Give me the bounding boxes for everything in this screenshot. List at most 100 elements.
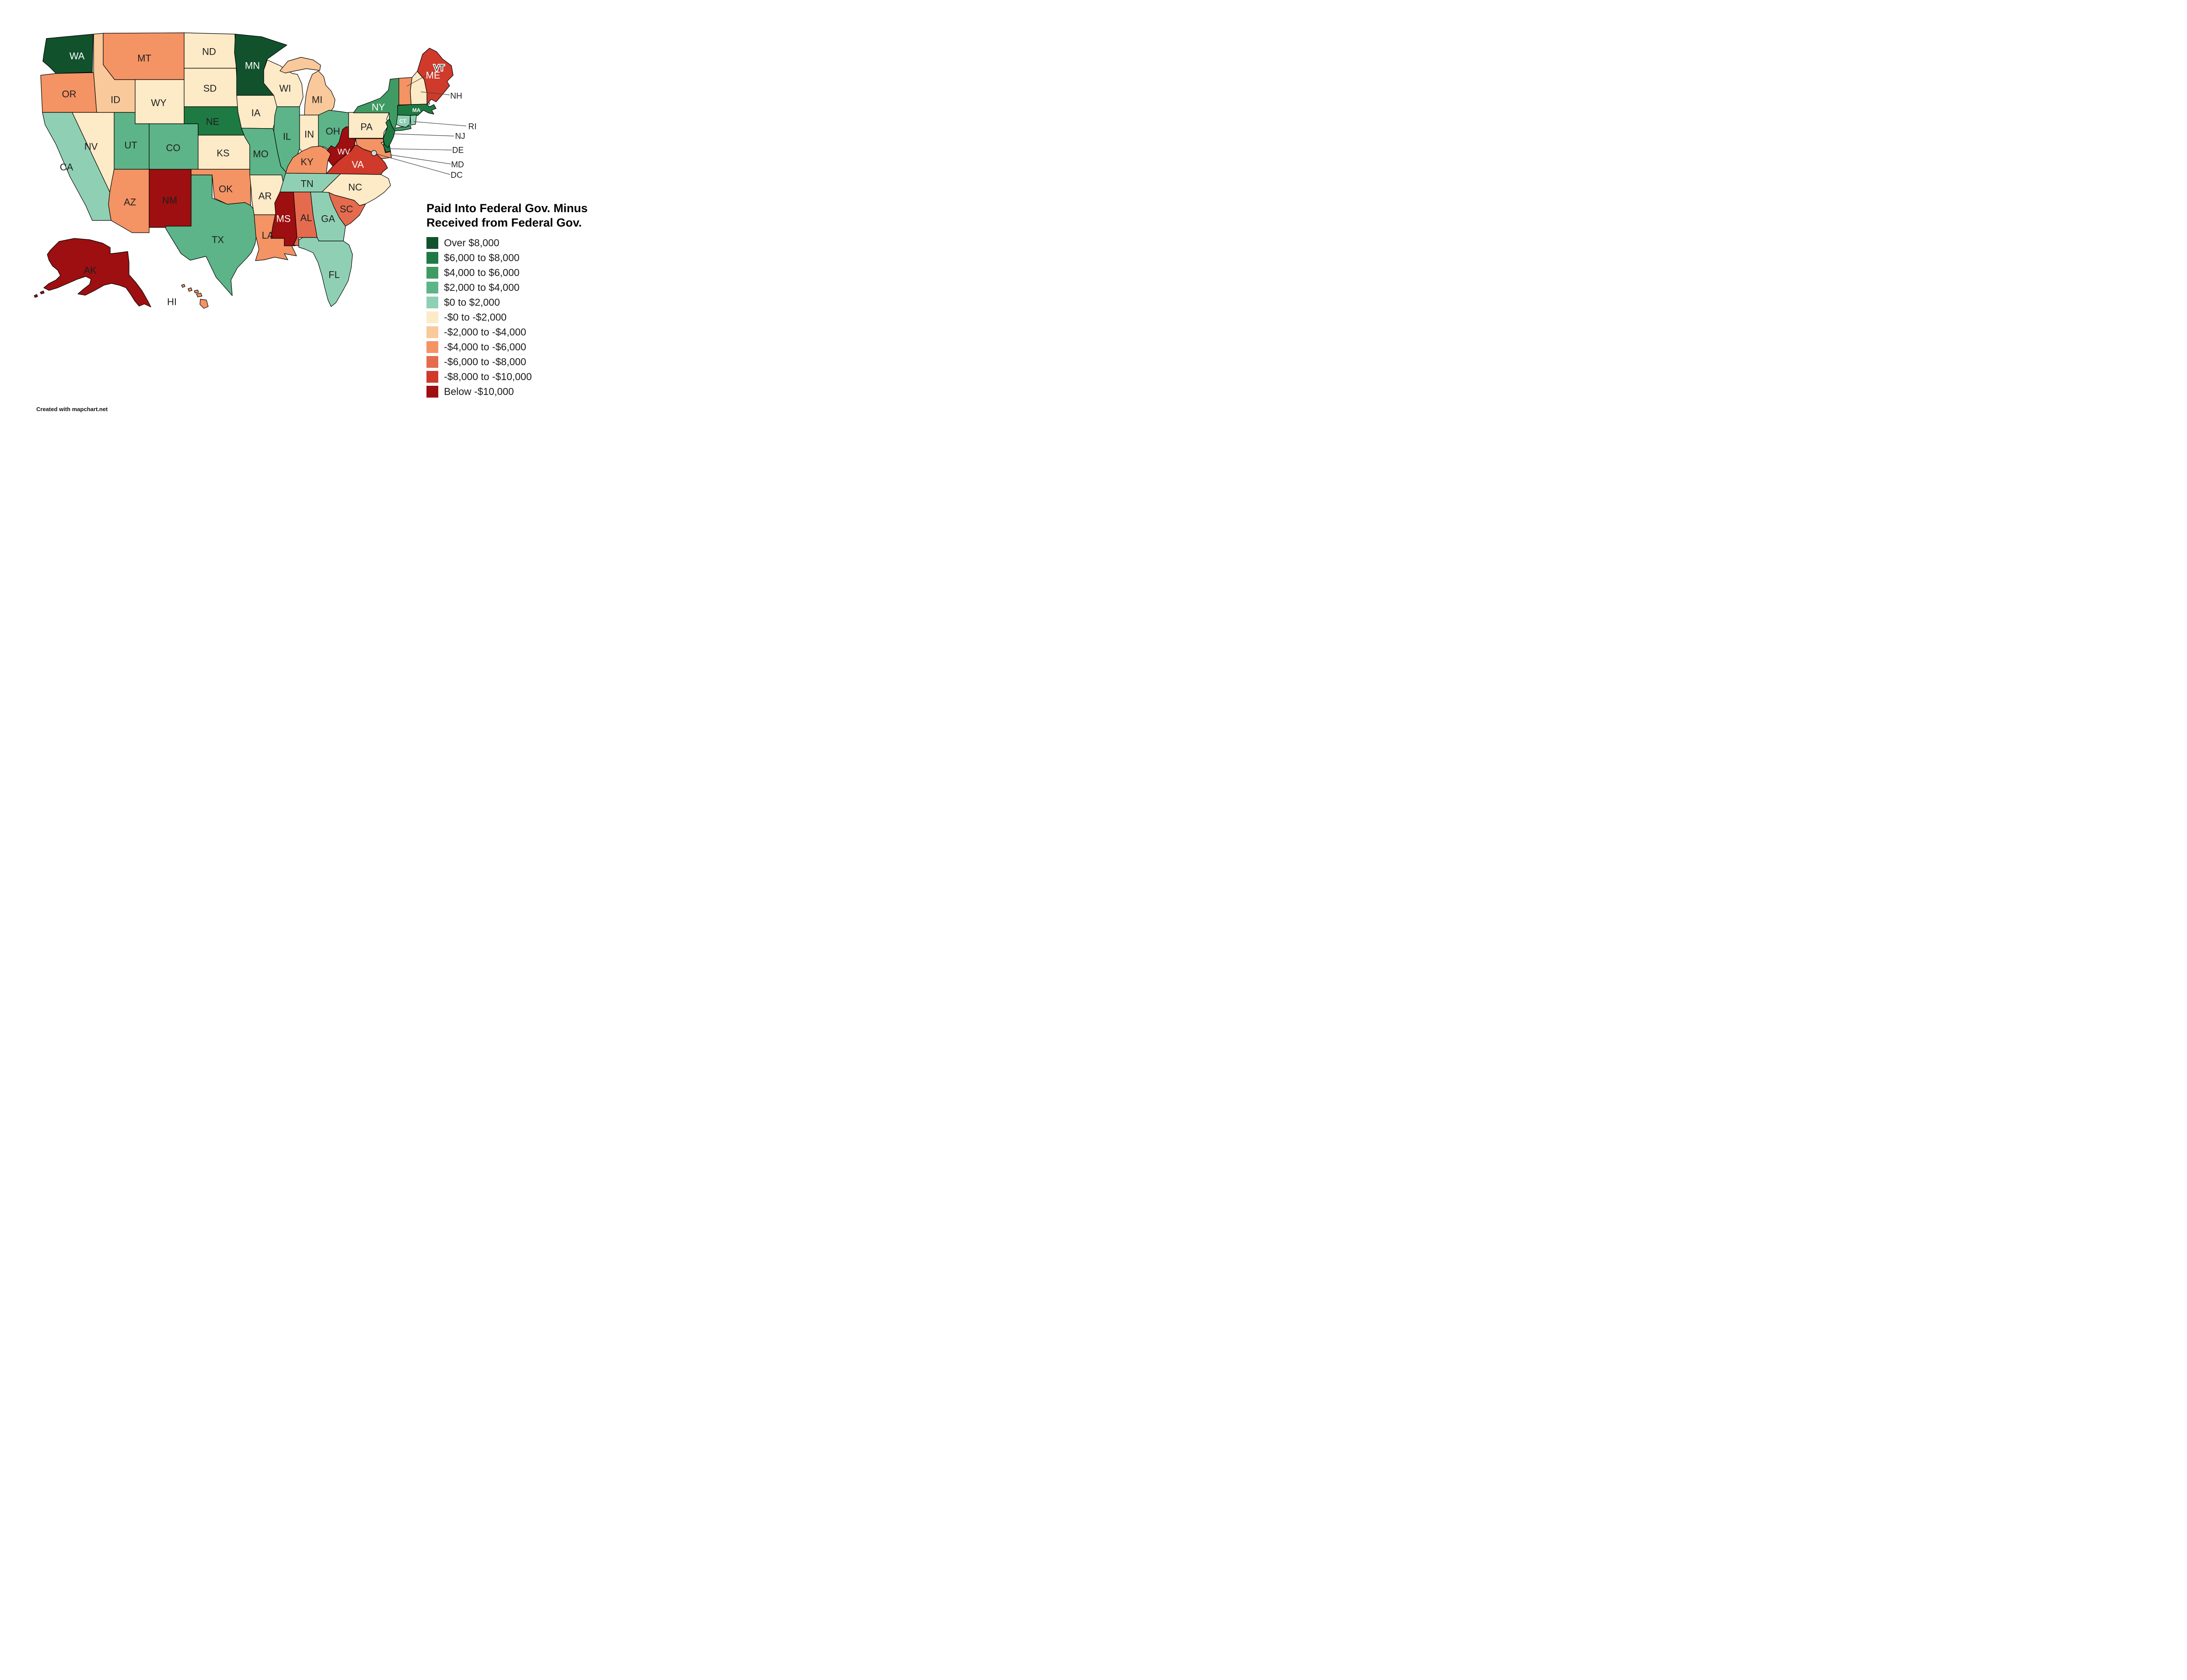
state-label-ia: IA <box>252 108 261 119</box>
state-hi-kauai[interactable] <box>181 284 185 288</box>
state-mi[interactable] <box>304 70 335 115</box>
state-label-pa: PA <box>360 122 373 133</box>
legend-item-label: $4,000 to $6,000 <box>444 266 520 278</box>
state-label-ms: MS <box>276 213 291 224</box>
vt-callout-line <box>406 71 434 87</box>
state-hi-molokai[interactable] <box>194 290 199 293</box>
state-label-az: AZ <box>124 197 136 208</box>
state-label-nj: NJ <box>455 132 465 141</box>
state-label-hi: HI <box>167 297 177 307</box>
state-label-mo: MO <box>253 149 268 160</box>
legend-swatch <box>426 251 438 264</box>
state-tx[interactable] <box>165 175 258 296</box>
state-label-ri: RI <box>468 122 477 132</box>
state-ak[interactable] <box>43 238 151 307</box>
state-label-tn: TN <box>300 178 313 189</box>
legend-item: Over $8,000 <box>426 237 610 249</box>
state-label-de: DE <box>452 146 464 155</box>
legend-swatch <box>426 370 438 383</box>
legend-swatch <box>426 356 438 368</box>
state-label-or: OR <box>62 89 77 100</box>
legend-item-label: -$0 to -$2,000 <box>444 311 507 323</box>
state-label-wy: WY <box>151 98 167 108</box>
state-label-nv: NV <box>84 141 98 152</box>
state-label-tx: TX <box>212 234 224 245</box>
state-ri[interactable] <box>410 115 417 126</box>
legend-item-label: Below -$10,000 <box>444 385 514 397</box>
state-label-id: ID <box>111 94 120 105</box>
callout-lines-layer <box>376 71 467 175</box>
state-label-wv: WV <box>338 147 350 156</box>
state-me[interactable] <box>417 48 454 105</box>
state-label-la: LA <box>262 230 274 241</box>
state-wa[interactable] <box>42 34 94 74</box>
state-label-ct: CT <box>399 118 407 124</box>
state-hi-big-island[interactable] <box>199 299 209 309</box>
state-label-ut: UT <box>124 140 137 151</box>
legend-swatch <box>426 296 438 308</box>
state-label-dc: DC <box>451 171 462 180</box>
legend-item-label: -$4,000 to -$6,000 <box>444 341 526 353</box>
state-label-nm: NM <box>162 195 177 206</box>
legend-item-label: -$8,000 to -$10,000 <box>444 370 532 382</box>
state-label-vt: VT <box>434 64 445 73</box>
state-label-in: IN <box>304 129 314 140</box>
state-label-nc: NC <box>348 182 362 193</box>
legend-item: -$2,000 to -$4,000 <box>426 326 610 338</box>
state-labels-layer: WA OR CA NV ID MT WY UT CO AZ NM ND SD N… <box>60 46 478 307</box>
legend-item-label: -$2,000 to -$4,000 <box>444 326 526 338</box>
state-ky[interactable] <box>285 146 332 174</box>
state-label-nh: NH <box>450 92 462 101</box>
legend-item: -$4,000 to -$6,000 <box>426 341 610 353</box>
legend-item-label: -$6,000 to -$8,000 <box>444 356 526 367</box>
nh-callout-line <box>420 91 450 95</box>
state-ny[interactable] <box>353 78 412 131</box>
state-label-ny: NY <box>372 102 385 113</box>
legend-swatch <box>426 266 438 279</box>
state-label-ok: OK <box>219 184 233 195</box>
legend-item: -$0 to -$2,000 <box>426 311 610 323</box>
state-label-ne: NE <box>206 116 220 127</box>
legend-title: Paid Into Federal Gov. Minus Received fr… <box>426 201 610 230</box>
attribution: Created with mapchart.net <box>36 406 108 412</box>
legend-item: $2,000 to $4,000 <box>426 281 610 293</box>
state-label-wi: WI <box>279 83 291 94</box>
legend-item: Below -$10,000 <box>426 385 610 398</box>
state-label-ak: AK <box>84 265 97 276</box>
state-label-mt: MT <box>137 53 151 64</box>
state-label-ma: MA <box>412 107 421 113</box>
state-label-ks: KS <box>217 148 229 159</box>
state-label-mi: MI <box>312 94 322 105</box>
legend-swatch <box>426 281 438 293</box>
state-nc[interactable] <box>321 173 391 206</box>
state-ak-island-2[interactable] <box>34 294 38 298</box>
state-ak-island-1[interactable] <box>40 290 45 294</box>
state-md[interactable] <box>355 138 392 159</box>
state-hi-oahu[interactable] <box>188 287 192 292</box>
ri-callout-line <box>413 121 467 126</box>
state-label-ca: CA <box>60 162 73 173</box>
state-label-fl: FL <box>328 269 340 280</box>
states-layer <box>34 32 454 309</box>
state-label-il: IL <box>283 131 291 142</box>
state-hi-maui[interactable] <box>196 293 203 297</box>
legend-swatch <box>426 341 438 353</box>
legend-item: $4,000 to $6,000 <box>426 266 610 279</box>
state-label-nd: ND <box>202 46 216 57</box>
legend-swatch <box>426 326 438 338</box>
state-label-ar: AR <box>259 191 272 202</box>
md-callout-line <box>390 154 451 164</box>
state-mi-upper[interactable] <box>279 57 321 73</box>
legend-item: $6,000 to $8,000 <box>426 251 610 264</box>
state-label-ky: KY <box>300 157 314 168</box>
state-fl[interactable] <box>298 237 353 307</box>
state-dc[interactable] <box>371 150 377 156</box>
legend-swatch <box>426 385 438 398</box>
state-label-va: VA <box>352 159 364 170</box>
us-choropleth-map: WA OR CA NV ID MT WY UT CO AZ NM ND SD N… <box>34 32 478 309</box>
state-pa[interactable] <box>348 112 390 139</box>
state-label-sd: SD <box>203 83 217 94</box>
legend-item-label: $0 to $2,000 <box>444 296 500 308</box>
state-label-sc: SC <box>340 204 353 215</box>
state-label-oh: OH <box>326 126 340 137</box>
